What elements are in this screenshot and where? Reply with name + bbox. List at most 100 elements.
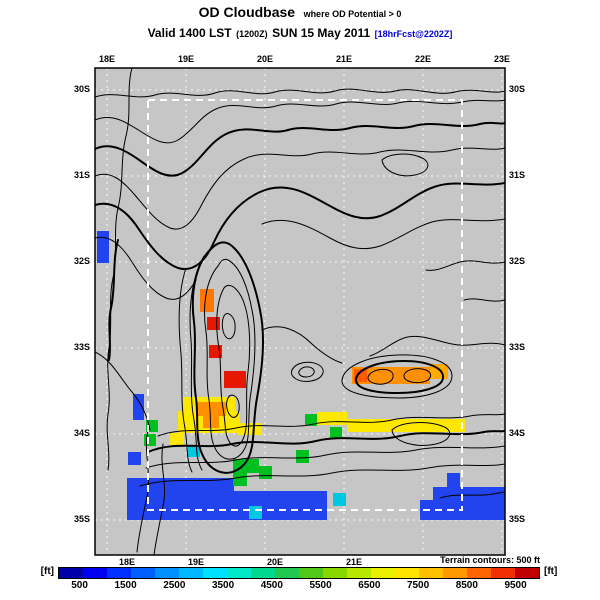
- y-axis-label-left: 34S: [73, 428, 90, 438]
- cloudbase-cell: [296, 450, 309, 463]
- terrain-contours-note: Terrain contours: 500 ft: [440, 555, 540, 565]
- cloudbase-cell: [97, 231, 109, 263]
- x-axis-label-bottom: 20E: [266, 557, 283, 567]
- cloudbase-cell: [447, 473, 460, 487]
- valid-zulu-label: (1200Z): [236, 29, 268, 39]
- cloudbase-cell: [200, 289, 214, 312]
- colorbar-segment: [179, 568, 203, 578]
- colorbar-gradient: [58, 567, 540, 579]
- contour-line: [403, 368, 431, 384]
- valid-time-label: Valid 1400 LST: [147, 26, 232, 40]
- title-line: OD Cloudbase where OD Potential > 0: [0, 4, 600, 22]
- contour-line: [191, 241, 264, 474]
- colorbar-tick-label: 500: [71, 580, 88, 591]
- cloudbase-cell: [249, 506, 262, 519]
- colorbar-tick-label: 4500: [260, 580, 283, 591]
- cloudbase-cell: [224, 371, 246, 388]
- contour-line: [95, 99, 505, 144]
- colorbar-segment: [347, 568, 371, 578]
- colorbar-ticks: 500 1500 2500 3500 4500 5500 6500 7500 8500 9500: [58, 580, 540, 591]
- x-axis-label-top: 22E: [414, 54, 431, 64]
- x-axis-label-top: 19E: [177, 54, 194, 64]
- inner-domain-boundary: [147, 99, 463, 511]
- contour-line: [139, 463, 505, 487]
- colorbar-tick-label: 3500: [211, 580, 235, 591]
- colorbar-unit-right: [ft]: [544, 566, 558, 577]
- colorbar-segment: [467, 568, 491, 578]
- y-axis-label-right: 31S: [509, 170, 526, 180]
- cloudbase-cell: [207, 317, 220, 330]
- cloudbase-cell: [128, 452, 141, 465]
- contour-line: [391, 422, 451, 446]
- x-axis-label-top: 20E: [256, 54, 273, 64]
- y-axis-label-left: 30S: [73, 84, 90, 94]
- contour-line: [95, 182, 505, 271]
- cloudbase-cell: [207, 491, 327, 520]
- colorbar-segment: [299, 568, 323, 578]
- contour-line: [355, 360, 444, 394]
- valid-line: Valid 1400 LST (1200Z) SUN 15 May 2011 […: [0, 24, 600, 42]
- contour-line: [369, 335, 505, 357]
- colorbar-tick-label: 5500: [309, 580, 332, 591]
- contour-line: [425, 260, 505, 271]
- colorbar-segment: [83, 568, 107, 578]
- cloudbase-cell: [203, 416, 219, 428]
- contour-line: [95, 88, 505, 98]
- valid-date-label: SUN 15 May 2011: [272, 26, 371, 40]
- y-axis-label-right: 30S: [509, 84, 526, 94]
- y-axis-label-left: 32S: [73, 256, 90, 266]
- plot-title-qualifier: where OD Potential > 0: [303, 9, 402, 19]
- y-axis-label-left: 33S: [73, 342, 90, 352]
- cloudbase-cell: [352, 367, 430, 384]
- y-axis-label-left: 35S: [73, 514, 90, 524]
- contour-line: [108, 239, 119, 361]
- contour-line: [341, 354, 453, 399]
- x-axis-label-bottom: 19E: [187, 557, 204, 567]
- cloudbase-cell: [259, 466, 272, 479]
- colorbar-segment: [443, 568, 467, 578]
- colorbar-segment: [323, 568, 347, 578]
- cloudbase-value-cells: [97, 231, 505, 520]
- contour-line: [204, 258, 256, 460]
- colorbar-tick-label: 1500: [114, 580, 137, 591]
- contour-line: [153, 443, 166, 555]
- cloudbase-cell: [144, 434, 156, 446]
- x-axis-label-top: 18E: [98, 54, 115, 64]
- colorbar-segment: [203, 568, 227, 578]
- cloudbase-cell: [133, 407, 144, 420]
- cloudbase-cell: [238, 423, 262, 435]
- y-axis-label-right: 34S: [509, 428, 526, 438]
- x-axis-label-top: 21E: [335, 54, 352, 64]
- colorbar-segment: [395, 568, 419, 578]
- colorbar-segment: [491, 568, 515, 578]
- terrain-contour-lines: [95, 68, 505, 555]
- colorbar-segment: [59, 568, 83, 578]
- cloudbase-cell: [207, 478, 234, 491]
- contour-line: [439, 491, 505, 499]
- colorbar-unit-left: [ft]: [40, 566, 54, 577]
- x-axis-label-bottom: 18E: [118, 557, 135, 567]
- colorbar-segment: [251, 568, 275, 578]
- colorbar-segment: [155, 568, 179, 578]
- contour-line: [147, 430, 505, 453]
- header: OD Cloudbase where OD Potential > 0 Vali…: [0, 4, 600, 42]
- contour-line: [261, 326, 343, 364]
- colorbar-segment: [371, 568, 395, 578]
- colorbar-tick-label: 2500: [163, 580, 186, 591]
- cloudbase-cell: [170, 433, 184, 445]
- y-axis-label-right: 35S: [509, 514, 526, 524]
- contour-line: [367, 368, 394, 385]
- cloudbase-cell: [196, 402, 226, 416]
- cloudbase-cell: [305, 414, 317, 426]
- map-border: [94, 67, 506, 556]
- contour-line: [290, 361, 324, 382]
- cloudbase-cell: [433, 487, 505, 520]
- y-axis-label-left: 31S: [73, 170, 90, 180]
- contour-line: [381, 153, 429, 177]
- contour-line: [95, 147, 505, 230]
- contour-line: [463, 298, 505, 302]
- colorbar-segment: [131, 568, 155, 578]
- colorbar-segment: [107, 568, 131, 578]
- contour-line: [221, 313, 236, 340]
